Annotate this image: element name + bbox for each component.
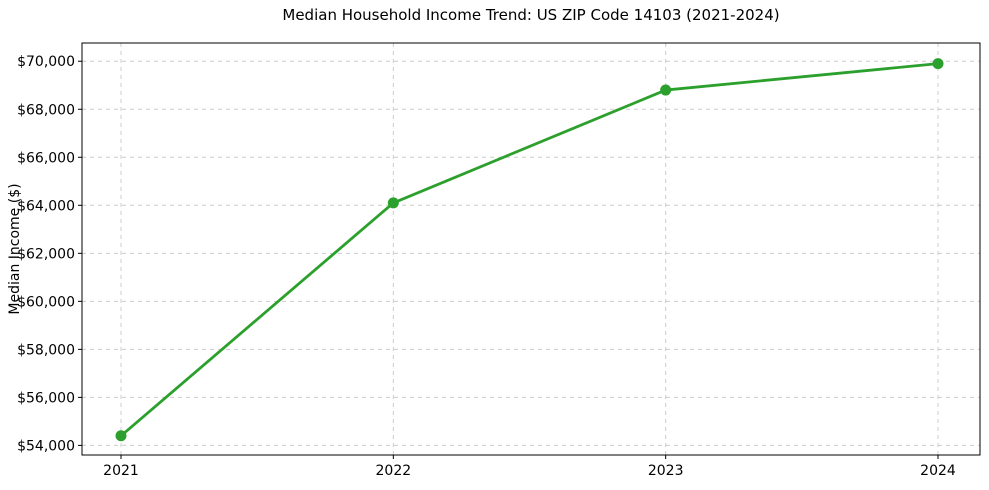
y-axis-label: Median Income ($) <box>7 183 23 315</box>
y-tick-label: $70,000 <box>17 54 75 70</box>
y-tick-label: $54,000 <box>17 438 75 454</box>
plot-border <box>81 42 981 456</box>
x-tick-label: 2023 <box>648 463 684 479</box>
x-tick-label: 2022 <box>376 463 412 479</box>
y-tick-label: $66,000 <box>17 150 75 166</box>
chart-title: Median Household Income Trend: US ZIP Co… <box>282 6 780 24</box>
data-point-marker <box>387 197 399 209</box>
data-point-marker <box>932 58 944 70</box>
y-tick-label: $68,000 <box>17 102 75 118</box>
y-tick-label: $60,000 <box>17 294 75 310</box>
y-tick-label: $64,000 <box>17 198 75 214</box>
data-point-marker <box>660 84 672 96</box>
x-tick-label: 2021 <box>103 463 139 479</box>
y-tick-label: $56,000 <box>17 390 75 406</box>
trend-line <box>119 62 940 438</box>
y-tick-label: $62,000 <box>17 246 75 262</box>
x-tick-label: 2024 <box>920 463 956 479</box>
data-point-marker <box>115 430 127 442</box>
y-tick-label: $58,000 <box>17 342 75 358</box>
